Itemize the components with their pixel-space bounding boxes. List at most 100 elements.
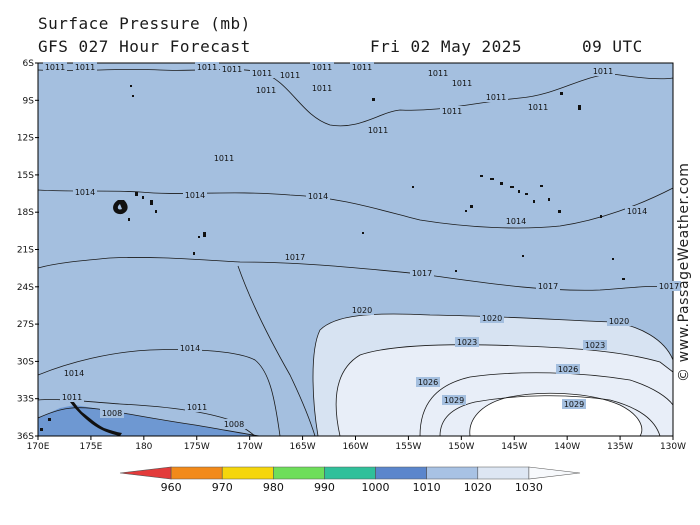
lat-label: 24S	[17, 283, 34, 293]
isobar-label-bg	[310, 83, 334, 93]
isobar-label: 1011	[187, 403, 207, 412]
isobar-label: 1011	[75, 63, 95, 72]
isobar-label-bg	[73, 62, 97, 72]
isobar-label-bg	[306, 191, 330, 201]
isobar-label-bg	[426, 68, 450, 78]
isobar-label-bg	[416, 377, 440, 387]
colorbar-tick-label: 1030	[515, 481, 543, 494]
isobar-label-bg	[625, 206, 649, 216]
lat-label: 18S	[17, 208, 34, 218]
colorbar-tick-label: 1020	[464, 481, 492, 494]
isobar-label: 1011	[452, 79, 472, 88]
isobar-label-bg	[220, 64, 244, 74]
isobar-label-bg	[222, 419, 246, 429]
isobar-label: 1026	[558, 365, 578, 374]
lon-label: 175E	[79, 442, 102, 452]
isobar-label-bg	[185, 402, 209, 412]
isobar-label-bg	[442, 395, 466, 405]
isobar-label: 1017	[412, 269, 432, 278]
isobar-label: 1008	[102, 409, 122, 418]
colorbar-segment	[273, 466, 325, 480]
isobar-label: 1011	[222, 65, 242, 74]
isobar-label-bg	[450, 78, 474, 88]
isobar-label: 1014	[180, 344, 200, 353]
lat-label: 27S	[17, 320, 34, 330]
isobar-label: 1011	[352, 63, 372, 72]
isobar-label: 1014	[64, 369, 84, 378]
isobar-label: 1011	[368, 126, 388, 135]
isobar-label-bg	[278, 70, 302, 80]
isobar-label-bg	[366, 125, 390, 135]
chart-title: Surface Pressure (mb)	[38, 14, 251, 33]
isobar-label-bg	[526, 102, 550, 112]
watermark-text: © www.PassageWeather.com	[676, 163, 692, 382]
isobar-label: 1017	[538, 282, 558, 291]
lon-label: 145W	[501, 442, 527, 452]
colorbar-tick-label: 990	[314, 481, 335, 494]
colorbar-tick-label: 970	[212, 481, 233, 494]
longitude-axis: 170E 175E 180 175W 170W 165W 160W 155W 150W 145W 1…	[27, 436, 686, 452]
isobar-label: 1011	[214, 154, 234, 163]
isobar-label: 1026	[418, 378, 438, 387]
isobar-label: 1023	[457, 338, 477, 347]
isobar-label-bg	[100, 408, 124, 418]
lat-label: 6S	[23, 59, 35, 69]
isobar-label: 1011	[312, 84, 332, 93]
watermark: © www.PassageWeather.com	[672, 150, 696, 390]
isobar-label-bg	[254, 85, 278, 95]
isobar-label: 1008	[224, 420, 244, 429]
isobar-label: 1020	[609, 317, 629, 326]
isobar-label: 1017	[285, 253, 305, 262]
isobar-label: 1011	[486, 93, 506, 102]
isobar-label: 1011	[428, 69, 448, 78]
isobar-label-bg	[455, 337, 479, 347]
isobar-label: 1014	[185, 191, 205, 200]
lon-label: 170W	[237, 442, 263, 452]
isobar-label: 1020	[352, 306, 372, 315]
isobar-label-bg	[195, 62, 219, 72]
isobar-label-bg	[212, 153, 236, 163]
colorbar-segment	[324, 466, 376, 480]
isobar-label: 1023	[585, 341, 605, 350]
colorbar-segment	[221, 466, 274, 480]
isobar-label-bg	[556, 364, 580, 374]
isobar-label: 1011	[256, 86, 276, 95]
lat-label: 15S	[17, 171, 34, 181]
isobar-label: 1011	[252, 69, 272, 78]
map-fields	[38, 63, 673, 436]
lon-label: 155W	[395, 442, 421, 452]
lon-label: 175W	[184, 442, 210, 452]
high-1029-region	[469, 393, 642, 436]
colorbar-segment	[375, 466, 427, 480]
isobar-label: 1029	[564, 400, 584, 409]
isobar-label-bg	[536, 281, 560, 291]
colorbar-segment	[426, 466, 479, 480]
colorbar-segment	[170, 466, 223, 480]
isobar-label: 1011	[45, 63, 65, 72]
isobar-label: 1014	[75, 188, 95, 197]
isobar-label-bg	[657, 281, 681, 291]
isobar-label-bg	[350, 62, 374, 72]
isobar-label: 1011	[62, 393, 82, 402]
isobar-label-bg	[178, 343, 202, 353]
isobar-label-bg	[60, 392, 84, 402]
isobar-label-bg	[283, 252, 307, 262]
lon-label: 130W	[660, 442, 686, 452]
lon-label: 180	[135, 442, 152, 452]
isobar-label-bg	[484, 92, 508, 102]
isobar-label-bg	[480, 313, 504, 323]
isobar-label: 1011	[197, 63, 217, 72]
isobar-label: 1014	[506, 217, 526, 226]
colorbar-segment	[119, 466, 172, 480]
lon-label: 150W	[448, 442, 474, 452]
isobar-label-bg	[73, 187, 97, 197]
lon-label: 170E	[27, 442, 50, 452]
lon-label: 140W	[554, 442, 580, 452]
lon-label: 135W	[607, 442, 633, 452]
lat-label: 9S	[23, 96, 35, 106]
isobar-labels: 1011 1011 1011 1011 1011 1011 1011 1011 1011 1011…	[43, 62, 681, 429]
lat-label: 30S	[17, 357, 34, 367]
lat-label: 12S	[17, 134, 34, 144]
isobar-label: 1011	[312, 63, 332, 72]
